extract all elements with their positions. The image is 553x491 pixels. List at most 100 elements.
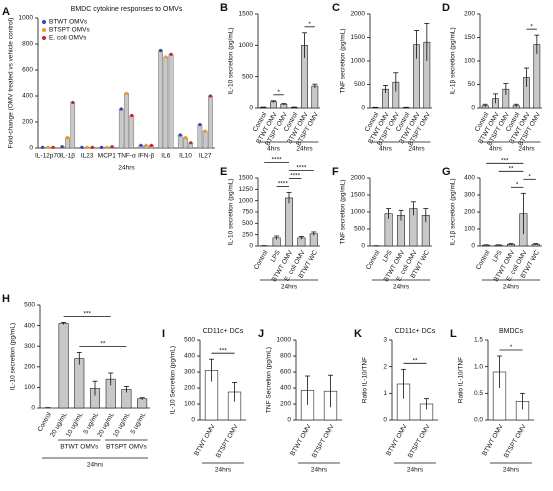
panel-title: BMDC cytokine responses to OMVs (71, 6, 183, 13)
bar-dot (71, 100, 75, 105)
y-tick-label: 200 (22, 119, 33, 126)
panel-letter: C (332, 2, 340, 14)
group-label: 24hrs (296, 146, 313, 153)
bar-dot (158, 48, 163, 53)
bar-dot (203, 129, 207, 133)
significance-label: ** (100, 341, 106, 348)
y-axis-label: IL-10 secretion (pg/mL) (228, 178, 235, 245)
bar (124, 93, 129, 149)
bar (284, 197, 294, 247)
y-tick-label: 400 (22, 93, 33, 100)
y-tick-label: 2000 (351, 11, 366, 18)
y-tick-label: 0 (471, 105, 475, 112)
significance-label: ** (508, 166, 514, 173)
bar-dot (130, 113, 134, 118)
y-tick-label: 500 (242, 220, 253, 227)
y-tick-label: 200 (184, 385, 195, 392)
y-tick-label: 1500 (239, 11, 254, 18)
y-tick-label: 1000 (277, 337, 292, 344)
group-label: 24hrs (408, 146, 425, 153)
bar (311, 85, 319, 109)
y-tick-label: 1000 (351, 58, 366, 65)
x-tick-label: BTWT OMV (481, 423, 505, 457)
x-tick-label: IL23 (81, 153, 94, 160)
x-tick-label: IL6 (161, 153, 170, 160)
bar-dot (189, 141, 193, 145)
significance-label: * (530, 23, 533, 30)
y-tick-label: 100 (184, 401, 195, 408)
y-tick-label: 200 (24, 364, 35, 371)
y-tick-label: 0 (249, 243, 253, 250)
x-tick-label: BTSPT OMV (503, 423, 528, 460)
legend-marker (42, 28, 46, 32)
x-tick-label: Control (365, 249, 382, 271)
panel-title: CD11c+ DCs (395, 328, 436, 335)
bar-dot (119, 107, 123, 111)
x-tick-label: IL27 (199, 153, 212, 160)
significance-label: *** (83, 311, 91, 318)
panel-title: CD11c+ DCs (203, 328, 244, 335)
bar-dot (46, 145, 50, 149)
y-tick-label: 0 (29, 145, 33, 152)
panel-letter: E (220, 166, 227, 178)
y-tick-label: 1000 (19, 15, 34, 22)
y-tick-label: 1000 (239, 197, 254, 204)
y-tick-label: 500 (354, 81, 365, 88)
panel-letter: I (162, 328, 165, 340)
significance-label: *** (501, 158, 509, 165)
x-tick-label: BTWT OMV (289, 423, 313, 457)
y-axis-label: Ratio IL-10/TNF (362, 357, 369, 403)
panel-letter: H (2, 293, 10, 305)
y-axis-label: Ratio IL-10/TNF (458, 357, 465, 403)
x-tick-label: BTSPT OMV (407, 423, 432, 460)
bar-dot (65, 136, 70, 140)
bar-dot (144, 143, 148, 147)
bar (74, 358, 85, 409)
y-tick-label: 100 (464, 226, 475, 233)
y-tick-label: 1500 (351, 192, 366, 199)
panel-letter: A (2, 6, 10, 18)
bar (129, 115, 135, 149)
y-tick-label: 600 (280, 369, 291, 376)
panel-letter: K (354, 328, 362, 340)
bar-dot (85, 145, 89, 149)
x-tick-label: MCP1 (98, 153, 116, 160)
y-tick-label: 200 (464, 209, 475, 216)
panel-letter: L (450, 328, 457, 340)
bar (58, 323, 69, 409)
y-tick-label: 500 (24, 302, 35, 309)
y-tick-label: 1500 (351, 34, 366, 41)
bar-dot (51, 145, 55, 149)
x-tick-label: Control (37, 411, 54, 433)
legend-marker (42, 20, 46, 24)
y-tick-label: 1500 (239, 175, 254, 182)
y-tick-label: 250 (242, 231, 253, 238)
group-label: 4hrs (489, 146, 502, 153)
x-tick-label: IFN-β (138, 153, 155, 160)
x-tick-label: TNF-α (117, 153, 136, 160)
y-tick-label: 0.5 (474, 390, 483, 397)
panel-title: BMDCs (499, 328, 524, 335)
bar (137, 398, 148, 409)
bar-dot (40, 145, 45, 149)
bar (208, 95, 213, 149)
group-label: 4hrs (379, 146, 392, 153)
significance-label: **** (296, 165, 307, 172)
x-tick-label: Control (475, 249, 492, 271)
panel-letter: J (258, 328, 264, 340)
y-tick-label: 200 (280, 401, 291, 408)
y-tick-label: 1.5 (474, 337, 483, 344)
group-label: 4hrs (267, 146, 280, 153)
bar-dot (208, 94, 213, 98)
y-tick-label: 0 (191, 417, 195, 424)
bar-dot (80, 145, 84, 149)
legend-label: BTWT OMVs (49, 19, 88, 26)
y-tick-label: 1 (383, 390, 387, 397)
bar-dot (183, 136, 188, 140)
bar-dot (149, 143, 154, 147)
y-axis-label: TNF secretion (pg/mL) (340, 28, 347, 93)
y-tick-label: 200 (464, 11, 475, 18)
y-tick-label: 400 (24, 322, 35, 329)
y-tick-label: 600 (22, 67, 33, 74)
y-tick-label: 3 (383, 337, 387, 344)
